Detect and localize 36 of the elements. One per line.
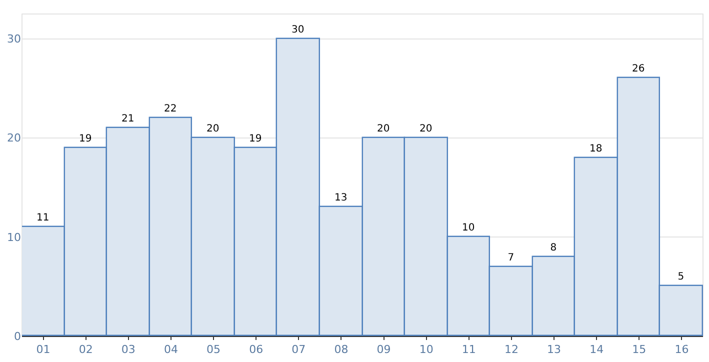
data-label: 19 xyxy=(79,133,92,144)
data-label: 21 xyxy=(122,113,134,124)
x-tick-label: 01 xyxy=(36,343,50,356)
data-label: 20 xyxy=(377,123,390,134)
data-label: 20 xyxy=(420,123,432,134)
x-tick-label: 08 xyxy=(334,343,348,356)
x-tick-label: 12 xyxy=(504,343,518,356)
y-tick-label: 0 xyxy=(14,330,21,343)
data-label: 5 xyxy=(678,271,684,282)
data-label: 20 xyxy=(206,123,220,134)
x-tick-label: 03 xyxy=(121,343,136,356)
data-label: 26 xyxy=(632,63,645,74)
data-label: 19 xyxy=(249,133,262,144)
data-label: 10 xyxy=(462,222,475,234)
x-tick-label: 10 xyxy=(419,343,434,356)
x-tick-label: 06 xyxy=(249,343,264,356)
data-label: 22 xyxy=(164,103,177,114)
data-label: 7 xyxy=(508,252,514,264)
data-label: 13 xyxy=(334,192,348,204)
x-tick-label: 13 xyxy=(547,343,562,356)
x-tick-label: 02 xyxy=(78,343,93,356)
y-tick-label: 10 xyxy=(7,230,21,244)
x-tick-label: 16 xyxy=(674,343,689,356)
x-tick-label: 05 xyxy=(206,343,221,356)
y-tick-label: 30 xyxy=(7,32,21,46)
y-tick-label: 20 xyxy=(7,132,21,145)
data-label: 18 xyxy=(590,143,602,154)
x-tick-label: 09 xyxy=(376,343,391,356)
x-tick-label: 07 xyxy=(292,343,306,356)
data-label: 8 xyxy=(550,242,557,254)
x-tick-label: 11 xyxy=(462,343,476,356)
data-label: 30 xyxy=(292,24,304,36)
x-tick-label: 04 xyxy=(164,343,178,356)
data-label: 11 xyxy=(36,212,50,224)
x-tick-label: 14 xyxy=(590,343,604,356)
x-tick-label: 15 xyxy=(632,343,646,356)
